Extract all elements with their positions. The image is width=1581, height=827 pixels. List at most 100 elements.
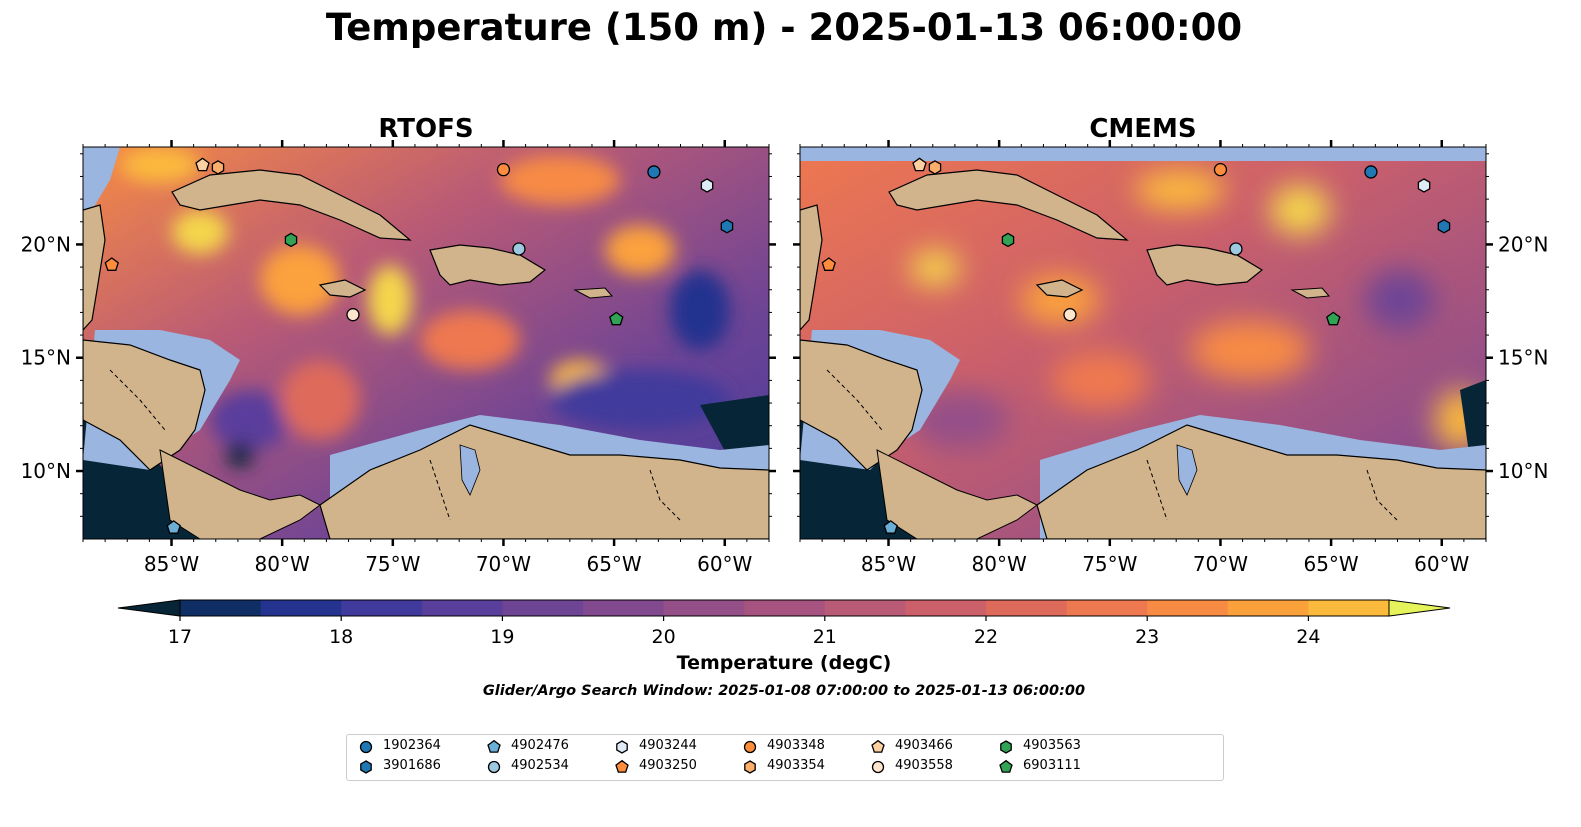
colorbar-bin (1227, 600, 1309, 616)
colorbar-bin (1147, 600, 1229, 616)
float-marker-4903250 (104, 257, 119, 271)
float-marker-4902534 (512, 242, 526, 256)
colorbar-tick-label: 21 (813, 626, 837, 648)
float-marker-4903348 (496, 163, 511, 177)
colorbar-bin (663, 600, 745, 616)
colorbar-bin (583, 600, 665, 616)
lon-tick-label: 65°W (1303, 552, 1358, 576)
search-window-text: Glider/Argo Search Window: 2025-01-08 07… (482, 683, 1086, 699)
lon-tick-label: 70°W (476, 552, 531, 576)
colorbar-bin (905, 600, 987, 616)
legend-marker (487, 739, 501, 753)
lat-tick-label: 10°N (1498, 459, 1548, 483)
rtofs-map (82, 146, 770, 540)
legend-label: 1902364 (383, 738, 441, 753)
float-marker-4903558 (1063, 308, 1077, 322)
colorbar-bin (1308, 600, 1390, 616)
float-marker-6903111 (1326, 311, 1341, 326)
cmems-map (799, 146, 1487, 540)
float-marker-3901686 (1437, 219, 1451, 234)
lat-tick-label: 10°N (21, 459, 71, 483)
legend-marker (360, 760, 372, 774)
colorbar-max-extend (1388, 599, 1451, 617)
float-marker-4902476 (883, 520, 898, 534)
float-marker-4903354 (211, 160, 225, 175)
float-legend: 1902364 3901686 4902476 4902534 4903244 49032… (346, 734, 1224, 781)
colorbar-bin (1066, 600, 1148, 616)
lon-tick-label: 60°W (697, 552, 752, 576)
colorbar-tick-label: 18 (329, 626, 353, 648)
colorbar: 17 18 19 20 21 22 23 24 (117, 599, 1451, 648)
legend-label: 3901686 (383, 758, 441, 773)
legend-marker (615, 759, 629, 773)
legend-label: 4903558 (895, 758, 953, 773)
colorbar-tick-label: 20 (652, 626, 676, 648)
legend-marker-circle-icon (743, 740, 757, 754)
float-marker-4903466 (912, 157, 927, 172)
colorbar-bin (824, 600, 906, 616)
colorbar-bin (502, 600, 584, 616)
colorbar-bin (260, 600, 342, 616)
colorbar-tick-label: 22 (974, 626, 998, 648)
legend-marker (743, 740, 757, 754)
float-marker-4902476 (166, 520, 181, 534)
legend-marker-circle-icon (871, 760, 885, 774)
legend-marker (359, 740, 373, 754)
colorbar-tick-label: 19 (490, 626, 514, 648)
legend-label: 4903250 (639, 758, 697, 773)
legend-marker-circle-icon (359, 740, 373, 754)
float-marker-6903111 (609, 311, 624, 326)
legend-label: 4902534 (511, 758, 569, 773)
colorbar-min-extend (117, 599, 181, 617)
colorbar-bin (744, 600, 826, 616)
lon-tick-label: 85°W (861, 552, 916, 576)
legend-label: 4903244 (639, 738, 697, 753)
legend-marker-pentagon-icon (487, 739, 501, 753)
colorbar-outline (179, 599, 1390, 617)
legend-marker-pentagon-icon (999, 759, 1013, 773)
panel-title-rtofs: RTOFS (378, 114, 473, 144)
legend-marker (871, 760, 885, 774)
float-marker-3901686 (720, 219, 734, 234)
legend-label: 4902476 (511, 738, 569, 753)
lon-tick-label: 60°W (1414, 552, 1469, 576)
colorbar-bin (421, 600, 503, 616)
colorbar-tick-label: 24 (1296, 626, 1320, 648)
legend-marker-hexagon-icon (360, 760, 372, 774)
colorbar-tick-label: 17 (168, 626, 192, 648)
legend-marker-hexagon-icon (616, 740, 628, 754)
colorbar-bin (180, 600, 262, 616)
float-marker-1902364 (1364, 165, 1378, 179)
lat-tick-label: 20°N (1498, 232, 1548, 256)
lat-tick-label: 20°N (21, 232, 71, 256)
lat-tick-label: 15°N (1498, 346, 1548, 370)
lat-tick-label: 15°N (21, 346, 71, 370)
float-marker-1902364 (647, 165, 661, 179)
lon-tick-label: 75°W (365, 552, 420, 576)
legend-marker-circle-icon (487, 760, 501, 774)
float-marker-4903466 (195, 157, 210, 172)
legend-marker-pentagon-icon (871, 739, 885, 753)
panel-title-cmems: CMEMS (1089, 114, 1196, 144)
legend-marker-hexagon-icon (1000, 740, 1012, 754)
colorbar-tick-label: 23 (1135, 626, 1159, 648)
float-marker-4902534 (1229, 242, 1243, 256)
colorbar-label: Temperature (degC) (676, 652, 892, 674)
lon-tick-label: 70°W (1193, 552, 1248, 576)
legend-label: 4903466 (895, 738, 953, 753)
legend-label: 4903563 (1023, 738, 1081, 753)
legend-marker (999, 759, 1013, 773)
float-marker-4903348 (1213, 163, 1228, 177)
legend-marker-pentagon-icon (615, 759, 629, 773)
legend-marker (487, 760, 501, 774)
colorbar-bin (986, 600, 1068, 616)
lon-tick-label: 85°W (144, 552, 199, 576)
lon-tick-label: 80°W (255, 552, 310, 576)
colorbar-bin (341, 600, 423, 616)
figure-title: Temperature (150 m) - 2025-01-13 06:00:0… (325, 6, 1243, 49)
rtofs-temperature-field (120, 147, 730, 467)
float-marker-4903354 (928, 160, 942, 175)
float-marker-4903244 (1417, 178, 1431, 193)
lon-tick-label: 65°W (586, 552, 641, 576)
